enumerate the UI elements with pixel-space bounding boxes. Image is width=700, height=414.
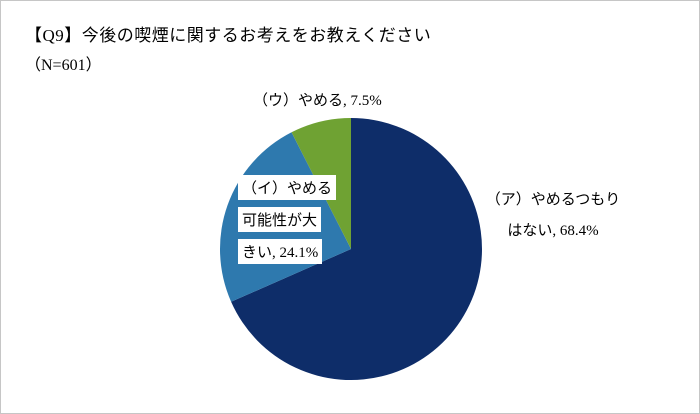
pie-label-line: はない, 68.4% — [507, 223, 599, 239]
pie-label-yameru-kanousei: （イ）やめる 可能性が大 きい, 24.1% — [238, 175, 337, 271]
chart-subtitle: （N=601） — [25, 57, 102, 74]
pie-label-line: （ア）やめるつもり — [485, 192, 621, 208]
pie-slice-0 — [231, 118, 482, 380]
chart-title: 【Q9】今後の喫煙に関するお考えをお教えください — [25, 26, 432, 45]
pie-label-yameru: （ウ）やめる, 7.5% — [253, 93, 382, 109]
pie-label-line: 可能性が大 — [238, 207, 322, 232]
pie-label-yameru-tsumori-wa-nai: （ア）やめるつもり はない, 68.4% — [473, 185, 633, 247]
pie-label-line: きい, 24.1% — [238, 239, 323, 264]
pie-label-line: （イ）やめる — [238, 175, 337, 200]
